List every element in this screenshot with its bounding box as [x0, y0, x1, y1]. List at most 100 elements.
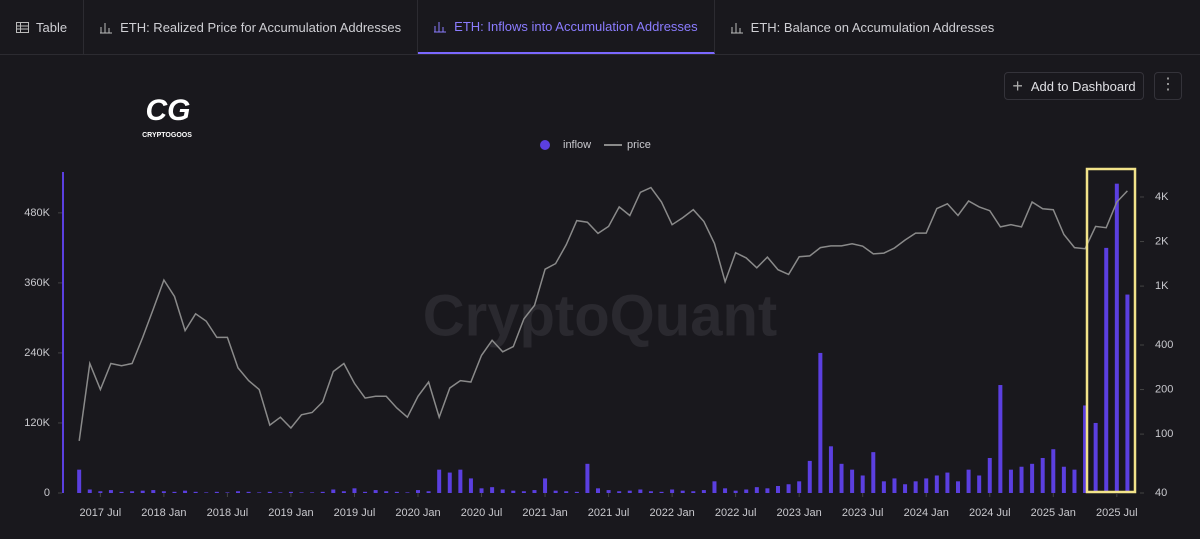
legend-swatch [540, 140, 550, 150]
bar [405, 492, 410, 493]
bar [426, 491, 431, 493]
x-tick-label: 2019 Jan [268, 507, 313, 519]
y-tick-label: 120K [24, 417, 50, 429]
bar [712, 481, 717, 493]
bar [458, 469, 463, 493]
bar [204, 492, 209, 493]
bar [1019, 466, 1024, 493]
bar [500, 489, 505, 493]
bar [1040, 457, 1045, 493]
y2-tick-label: 400 [1155, 339, 1173, 351]
add-to-dashboard-button[interactable]: + Add to Dashboard [1004, 72, 1144, 100]
x-tick-label: 2019 Jul [334, 507, 376, 519]
bar [892, 478, 897, 493]
bar [723, 488, 728, 493]
bar [1114, 183, 1119, 493]
bar [172, 491, 177, 493]
bar [1093, 422, 1098, 493]
bar [617, 491, 622, 493]
bar [1061, 466, 1066, 493]
bar [638, 489, 643, 493]
bar [320, 491, 325, 493]
bar [744, 489, 749, 493]
bar [394, 491, 399, 493]
bar [341, 491, 346, 493]
y2-tick-label: 200 [1155, 383, 1173, 395]
tab-label: ETH: Inflows into Accumulation Addresses [454, 18, 698, 34]
highlight-box [1085, 167, 1137, 494]
bar [236, 491, 240, 493]
bar [521, 491, 526, 493]
bar [183, 490, 188, 493]
bar [786, 484, 791, 493]
bar [945, 472, 950, 493]
bar [627, 490, 632, 493]
bar [881, 481, 886, 493]
x-tick-label: 2020 Jan [395, 507, 440, 519]
bar [818, 352, 823, 493]
bar [77, 469, 82, 493]
legend-label: inflow [563, 139, 591, 151]
bar [214, 491, 219, 493]
x-tick-label: 2023 Jul [842, 507, 884, 519]
tab[interactable]: Table [0, 0, 85, 54]
chart-icon [434, 21, 447, 32]
bar [1125, 294, 1130, 493]
bar [267, 491, 272, 493]
x-tick-label: 2025 Jan [1031, 507, 1076, 519]
bar [776, 485, 780, 493]
tab[interactable]: ETH: Realized Price for Accumulation Add… [84, 0, 419, 54]
bar [130, 491, 135, 493]
chart-icon [730, 22, 743, 33]
legend-label: price [627, 139, 651, 151]
x-tick-label: 2017 Jul [80, 507, 122, 519]
y2-tick-label: 40 [1155, 487, 1167, 499]
bar [966, 469, 971, 493]
x-tick-label: 2025 Jul [1096, 507, 1138, 519]
x-tick-label: 2021 Jan [522, 507, 567, 519]
bar [553, 490, 558, 493]
bar [754, 487, 759, 493]
bar [913, 481, 918, 493]
bar [903, 484, 908, 493]
bar [363, 491, 368, 493]
bar [596, 488, 600, 493]
bar [543, 478, 548, 493]
bar [1104, 247, 1109, 493]
bar [934, 475, 939, 493]
bar [225, 492, 230, 493]
x-tick-label: 2020 Jul [461, 507, 503, 519]
y2-tick-label: 4K [1155, 191, 1169, 203]
table-icon [16, 21, 29, 33]
bar [574, 491, 579, 493]
chart-icon [100, 22, 113, 33]
bar [659, 491, 664, 493]
tab-label: ETH: Realized Price for Accumulation Add… [120, 19, 402, 35]
bar [998, 385, 1003, 493]
bar [1008, 469, 1013, 493]
y-tick-label: 240K [24, 347, 50, 359]
tab[interactable]: ETH: Inflows into Accumulation Addresses [418, 0, 715, 54]
more-button[interactable]: ⋮ [1154, 72, 1182, 100]
bar [850, 469, 855, 493]
bar [977, 475, 982, 493]
tab-bar: Table ETH: Realized Price for Accumulati… [0, 0, 1200, 55]
tab[interactable]: ETH: Balance on Accumulation Addresses [715, 0, 1011, 54]
bar [299, 492, 304, 493]
bar [828, 446, 833, 493]
bar [331, 489, 336, 493]
bar [511, 490, 516, 493]
y-tick-label: 0 [44, 487, 50, 499]
bar [373, 490, 378, 493]
bar [807, 460, 812, 493]
bar [278, 492, 283, 493]
button-label: Add to Dashboard [1030, 78, 1136, 94]
bar [479, 488, 484, 493]
bar [384, 491, 389, 493]
bar [161, 491, 166, 493]
logo-mark: CG [146, 94, 191, 127]
bar [765, 488, 770, 493]
bar [490, 487, 495, 493]
bar [670, 489, 675, 493]
